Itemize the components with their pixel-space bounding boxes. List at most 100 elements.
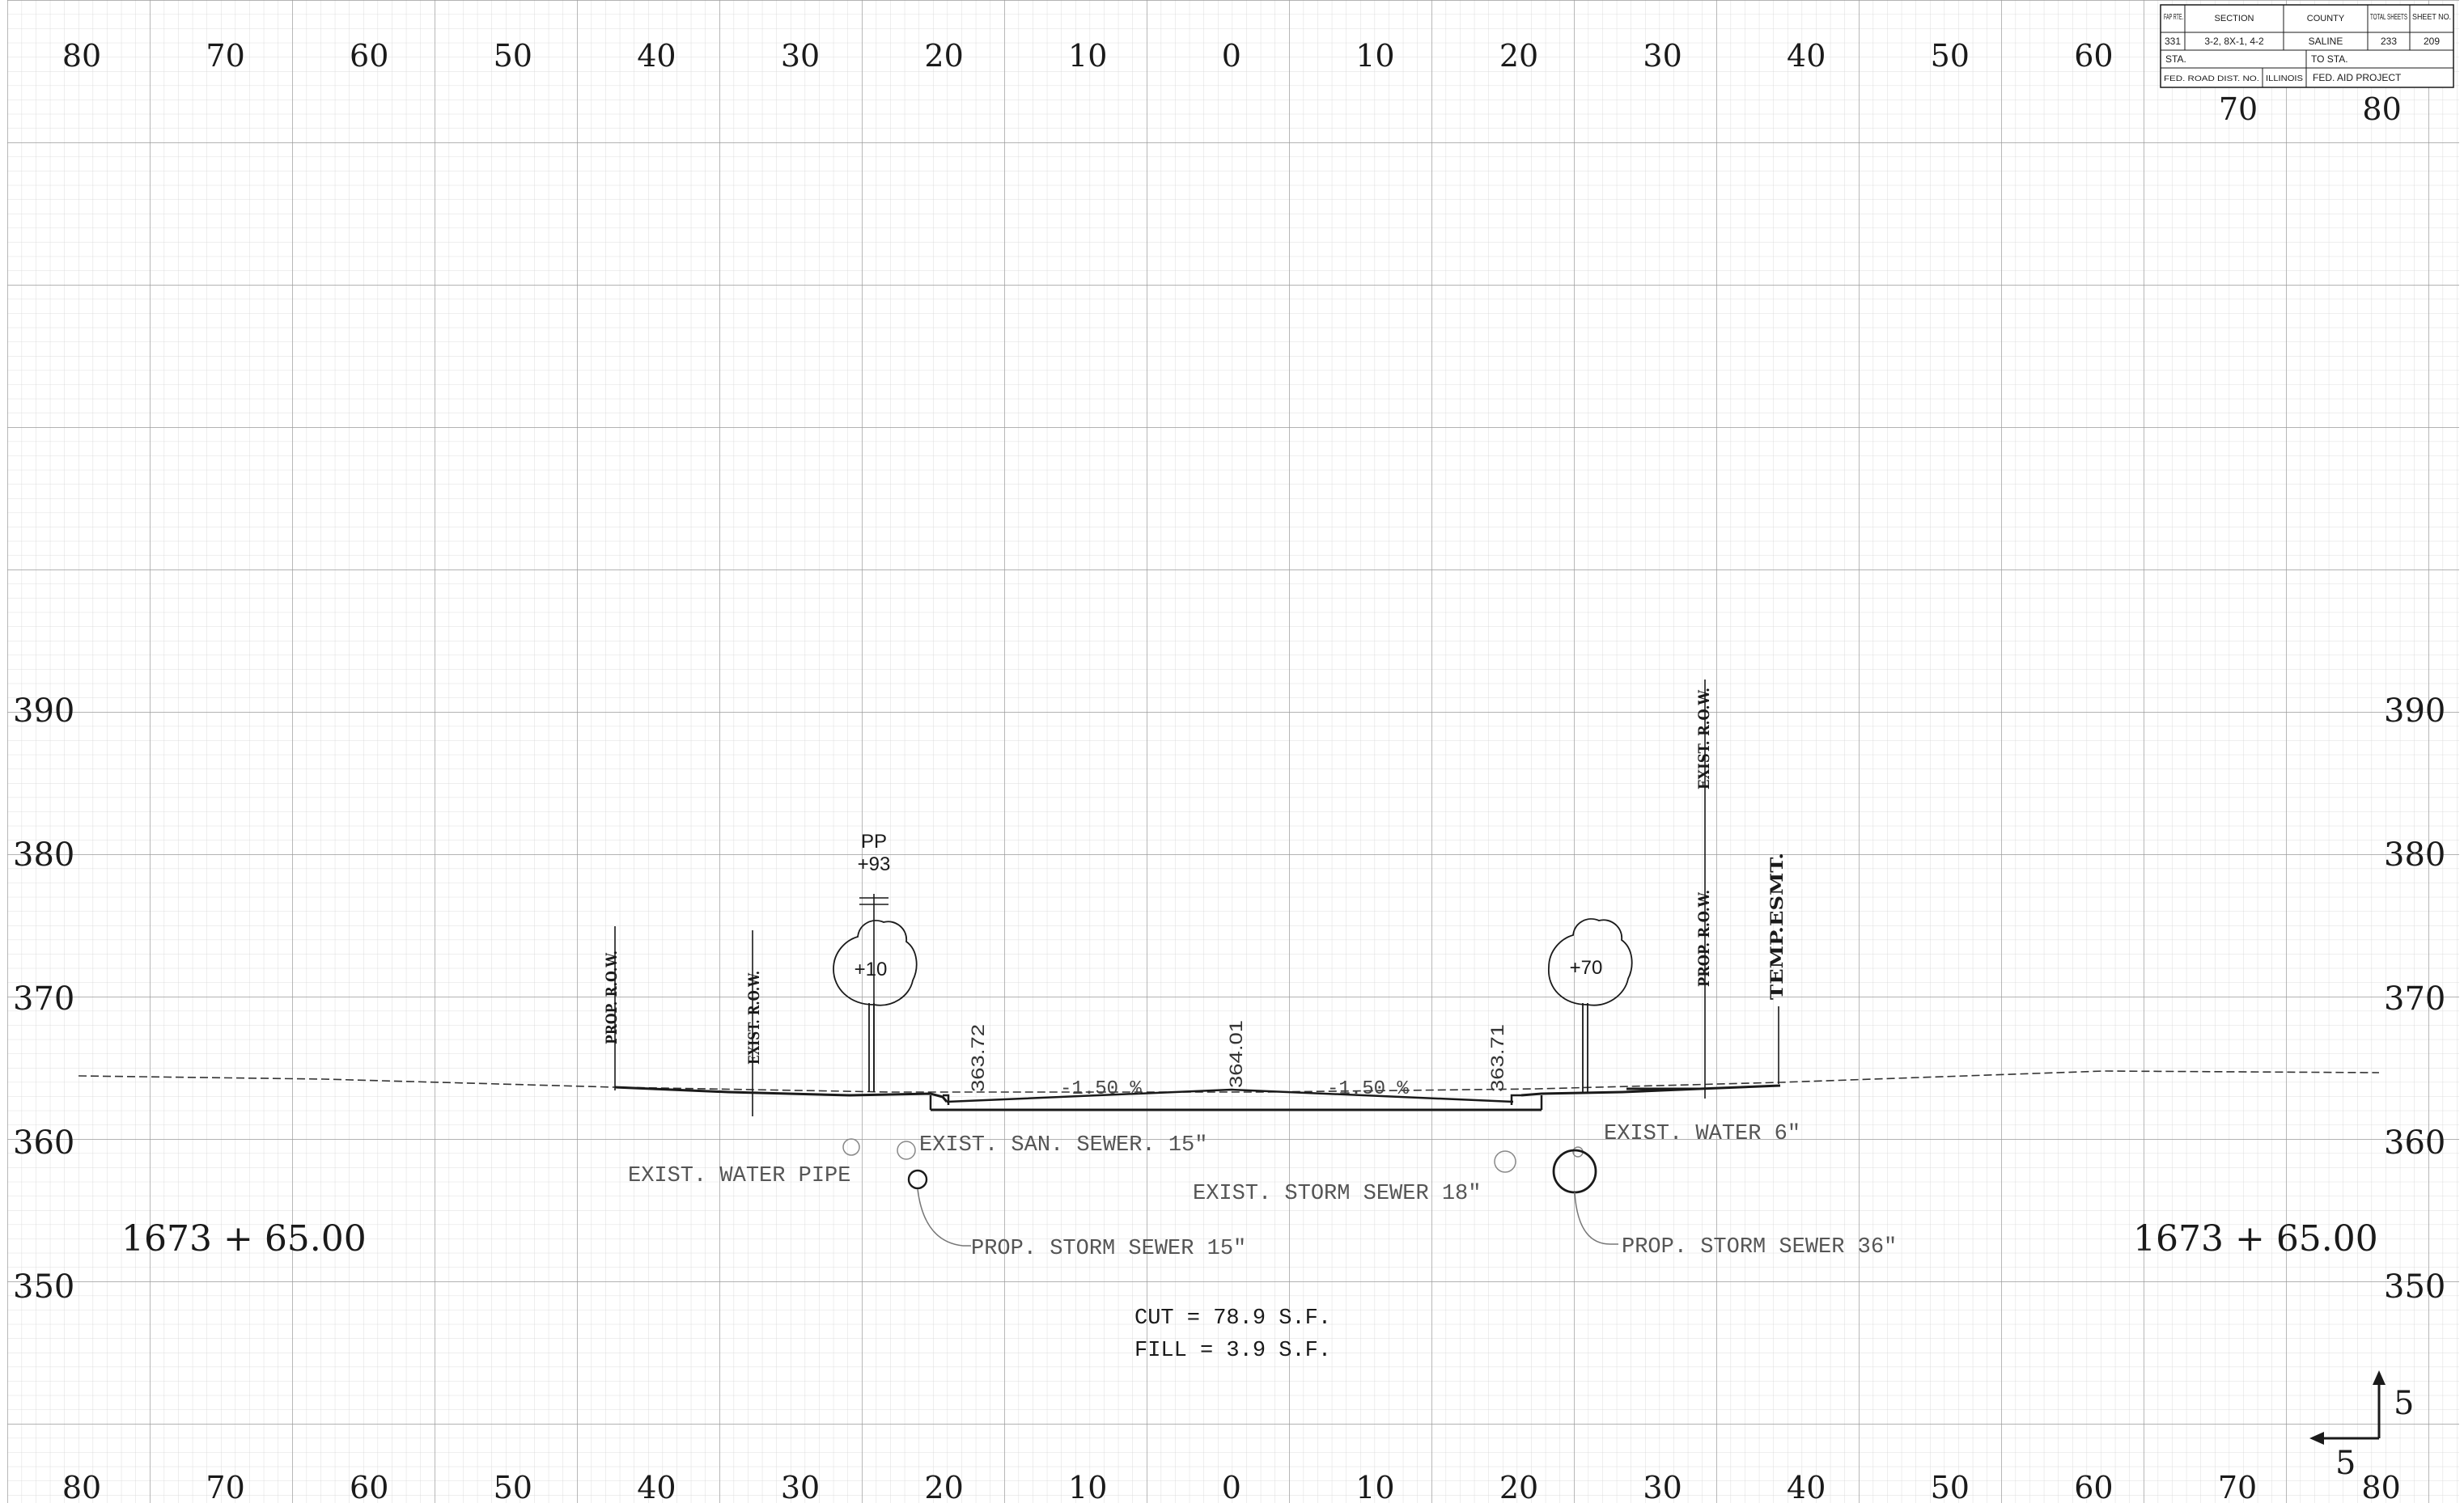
- elevation-label-left: 360: [13, 1124, 74, 1162]
- prop-storm-15-icon: [907, 1169, 928, 1190]
- tb-fap-rte: 331: [2165, 36, 2181, 47]
- elevation-labels-right: 390 380 370 360 350: [2384, 692, 2445, 1306]
- slope-right: -1.50 %: [1327, 1078, 1409, 1100]
- offset-labels-top: 80 70 60 50 40 30 20 10 0 10 20 30 40 50 60: [62, 38, 2114, 74]
- grid-paper: [7, 0, 2459, 1503]
- offset-label-bottom: 30: [781, 1470, 820, 1503]
- tb-fed-road-dist: FED. ROAD DIST. NO.: [2164, 74, 2259, 83]
- title-block: FAP RTE. SECTION COUNTY TOTAL SHEETS SHE…: [2160, 4, 2454, 88]
- exist-storm-18-icon: [1494, 1150, 1516, 1173]
- offset-label-top: 60: [2074, 38, 2113, 74]
- prop-row-left-label: PROP. R.O.W.: [603, 950, 621, 1044]
- offset-label-top: 20: [1499, 38, 1538, 74]
- tb-county-header: COUNTY: [2307, 14, 2345, 23]
- offset-label-top: 80: [62, 38, 101, 74]
- offset-label-top: 30: [1643, 38, 1682, 74]
- scale-vertical-label: 5: [2394, 1385, 2414, 1422]
- tb-section: 3-2, 8X-1, 4-2: [2204, 36, 2264, 47]
- offset-label-top: 50: [1931, 38, 1970, 74]
- elevation-label-left: 350: [13, 1268, 74, 1306]
- elevation-label-left: 380: [13, 836, 74, 874]
- offset-label-bottom: 20: [924, 1470, 963, 1503]
- offset-labels-top-right: 70 80: [2219, 91, 2402, 127]
- right-curb: [1510, 1094, 1521, 1105]
- elevation-label-right: 360: [2384, 1124, 2445, 1162]
- prop-storm-36-label: PROP. STORM SEWER 36": [1622, 1235, 1897, 1260]
- offset-label-bottom: 80: [2361, 1470, 2400, 1503]
- prop-row-right-label: PROP. R.O.W.: [1695, 890, 1713, 987]
- exist-san-sewer-label: EXIST. SAN. SEWER. 15": [919, 1133, 1207, 1158]
- offset-label-top: 50: [494, 38, 532, 74]
- exist-row-left-label: EXIST. R.O.W.: [745, 971, 763, 1065]
- offset-label-bottom: 50: [1931, 1470, 1970, 1503]
- elevation-label-right: 380: [2384, 836, 2445, 874]
- tb-fed-aid-project: FED. AID PROJECT: [2313, 72, 2402, 83]
- scale-horizontal-label: 5: [2335, 1445, 2356, 1482]
- offset-label-bottom: 20: [1499, 1470, 1538, 1503]
- offset-label-bottom: 60: [350, 1470, 388, 1503]
- tb-state: ILLINOIS: [2266, 74, 2303, 83]
- offset-label-top: 10: [1068, 38, 1107, 74]
- pavement-surface: [946, 1088, 1514, 1103]
- offset-label-top: 70: [206, 38, 244, 74]
- cut-quantity: CUT = 78.9 S.F.: [1134, 1306, 1331, 1331]
- tree-left-offset: +10: [855, 959, 888, 980]
- station-label-right: 1673 + 65.00: [2133, 1218, 2378, 1260]
- left-side-slope: [614, 1086, 948, 1103]
- tb-to-sta-label: TO STA.: [2311, 53, 2348, 65]
- elevation-label-right: 350: [2384, 1268, 2445, 1306]
- tb-county: SALINE: [2309, 36, 2343, 47]
- tree-right-offset: +70: [1570, 957, 1603, 979]
- offset-label-top-right: 70: [2219, 91, 2258, 127]
- exist-water-pipe-label: EXIST. WATER PIPE: [628, 1164, 850, 1188]
- offset-label-top: 40: [1787, 38, 1826, 74]
- tb-sheet-no-header: SHEET NO.: [2412, 13, 2451, 22]
- elevation-label-left: 370: [13, 980, 74, 1018]
- scale-arrows-icon: [2309, 1370, 2386, 1445]
- elev-left-edge: 363.72: [968, 1024, 988, 1092]
- tb-total-sheets: 233: [2381, 36, 2397, 47]
- exist-row-right-label: EXIST. R.O.W.: [1695, 688, 1713, 790]
- tb-section-header: SECTION: [2215, 14, 2254, 23]
- slope-left: -1.50 %: [1060, 1078, 1142, 1100]
- offset-label-bottom: 40: [637, 1470, 676, 1503]
- offset-label-top: 60: [350, 38, 388, 74]
- elevation-label-right: 390: [2384, 692, 2445, 730]
- row-lines: [614, 680, 1779, 1116]
- tb-total-sheets-header: TOTAL SHEETS: [2370, 13, 2407, 22]
- elev-right-edge: 363.71: [1487, 1024, 1508, 1092]
- elevation-labels-left: 390 380 370 360 350: [13, 692, 74, 1306]
- pp-label: PP: [861, 831, 887, 853]
- offset-label-top: 40: [637, 38, 676, 74]
- proposed-section: [614, 1084, 1781, 1111]
- existing-ground-line: [78, 1070, 2380, 1093]
- exist-storm-18-label: EXIST. STORM SEWER 18": [1193, 1182, 1481, 1206]
- offset-label-top: 10: [1355, 38, 1394, 74]
- fill-quantity: FILL = 3.9 S.F.: [1134, 1339, 1331, 1363]
- offset-label-bottom: 40: [1787, 1470, 1826, 1503]
- temp-esmt-label: TEMP.ESMT.: [1766, 853, 1787, 1000]
- pp-offset-label: +93: [858, 853, 891, 875]
- prop-storm-15-label: PROP. STORM SEWER 15": [971, 1237, 1246, 1261]
- offset-label-top-right: 80: [2362, 91, 2401, 127]
- elevation-label-right: 370: [2384, 980, 2445, 1018]
- offset-label-top: 30: [781, 38, 820, 74]
- offset-label-bottom: 70: [206, 1470, 244, 1503]
- exist-water-pipe-icon: [842, 1138, 860, 1156]
- exist-san-sewer-icon: [897, 1141, 916, 1160]
- tree-left-icon: [833, 920, 918, 1092]
- offset-label-bottom: 50: [494, 1470, 532, 1503]
- left-curb: [943, 1094, 950, 1105]
- tree-right-icon: [1548, 918, 1633, 1092]
- offset-label-bottom: 0: [1222, 1470, 1241, 1503]
- exist-water-6-label: EXIST. WATER 6": [1604, 1122, 1800, 1146]
- offset-labels-bottom: 80 70 60 50 40 30 20 10 0 10 20 30 40 50 60 70 80: [62, 1470, 2401, 1503]
- offset-label-bottom: 70: [2218, 1470, 2257, 1503]
- offset-label-bottom: 10: [1355, 1470, 1394, 1503]
- tb-sheet-no: 209: [2424, 36, 2440, 47]
- elevation-label-left: 390: [13, 692, 74, 730]
- tb-fap-rte-header: FAP RTE.: [2164, 13, 2183, 22]
- tb-sta-label: STA.: [2165, 53, 2186, 65]
- offset-label-bottom: 30: [1643, 1470, 1682, 1503]
